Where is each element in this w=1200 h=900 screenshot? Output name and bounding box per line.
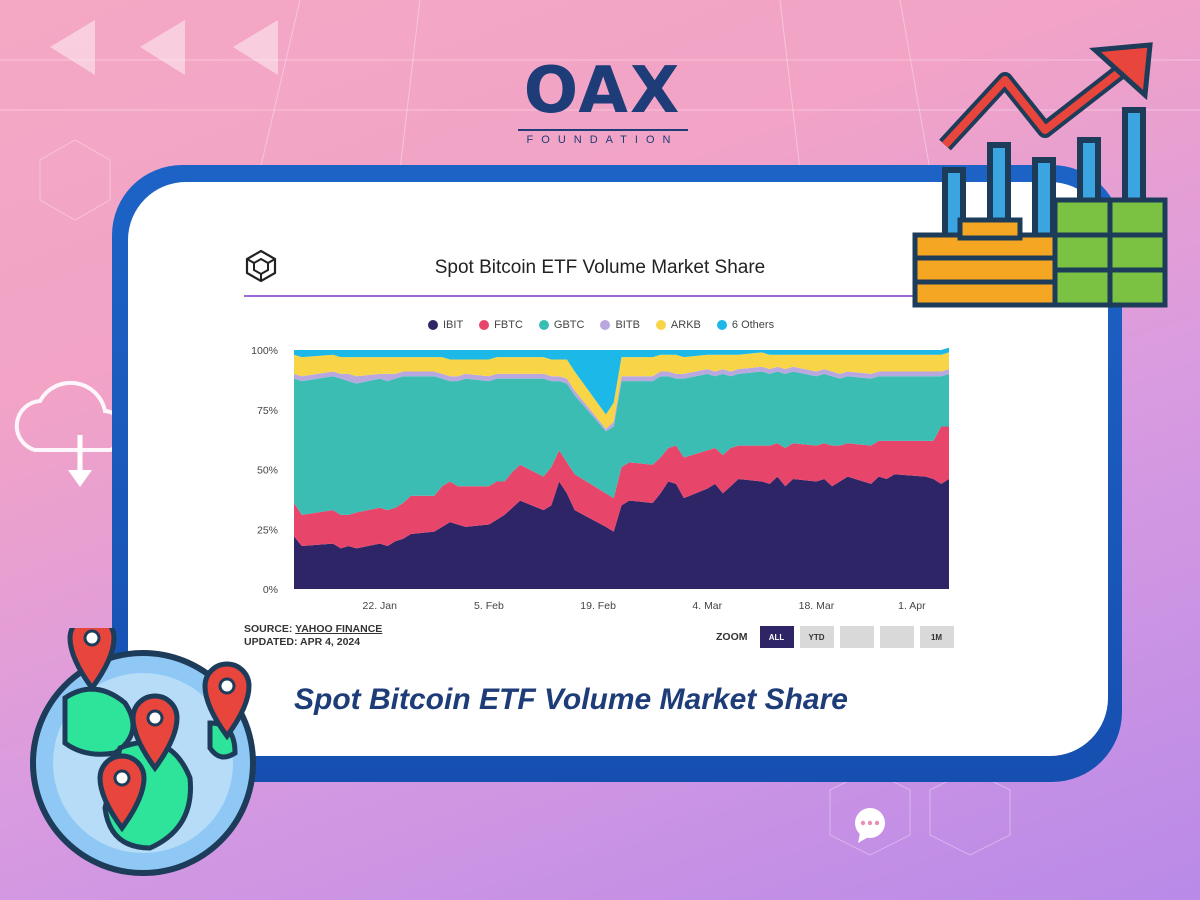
chat-bubble-icon xyxy=(855,808,885,843)
chart-title: Spot Bitcoin ETF Volume Market Share xyxy=(434,257,766,278)
source-link[interactable]: YAHOO FINANCE xyxy=(295,623,383,635)
card-caption: Spot Bitcoin ETF Volume Market Share xyxy=(294,683,848,716)
legend-swatch xyxy=(655,320,666,330)
y-tick-label: 50% xyxy=(257,465,278,477)
legend-label: IBIT xyxy=(443,319,464,331)
source-note: SOURCE: YAHOO FINANCE UPDATED: APR 4, 20… xyxy=(244,623,382,649)
y-tick-label: 25% xyxy=(257,524,278,536)
legend-item[interactable]: ARKB xyxy=(655,317,701,333)
title-divider xyxy=(244,295,944,297)
y-tick-label: 100% xyxy=(251,345,278,357)
y-tick-label: 75% xyxy=(257,405,278,417)
cloud-download-icon xyxy=(14,380,120,487)
x-tick-label: 19. Feb xyxy=(580,600,616,612)
zoom-label: ZOOM xyxy=(716,631,748,643)
legend-swatch xyxy=(479,320,490,330)
zoom-controls: ZOOM ALL YTD 1M xyxy=(716,626,954,648)
stacked-area-plot: 100% 75% 50% 25% 0% 22. Jan 5. Feb 19. Feb 4. Ma… xyxy=(251,345,949,612)
y-tick-label: 0% xyxy=(263,584,278,596)
zoom-ytd-button[interactable]: YTD xyxy=(799,626,834,648)
cube-logo-icon xyxy=(245,249,277,283)
area-series-fbtc[interactable] xyxy=(294,426,949,549)
x-tick-label: 4. Mar xyxy=(692,600,722,612)
legend-item[interactable]: GBTC xyxy=(538,317,585,333)
updated-date: UPDATED: APR 4, 2024 xyxy=(244,636,361,648)
area-series-6-others[interactable] xyxy=(294,347,949,415)
legend-item[interactable]: IBIT xyxy=(428,317,463,333)
legend-label: 6 Others xyxy=(731,319,775,331)
zoom-1m-button[interactable]: 1M xyxy=(919,626,954,648)
oax-foundation-logo: OAX FOUNDATION xyxy=(510,58,695,153)
rewind-arrows-icon xyxy=(50,20,278,75)
legend-swatch xyxy=(600,320,611,330)
legend-swatch xyxy=(538,320,549,330)
zoom-blank-button[interactable] xyxy=(879,626,914,648)
logo-wordmark: OAX xyxy=(523,54,682,128)
logo-subtitle: FOUNDATION xyxy=(526,134,679,146)
x-tick-label: 5. Feb xyxy=(474,600,504,612)
legend-label: GBTC xyxy=(553,319,585,331)
legend-label: ARKB xyxy=(670,319,701,331)
zoom-all-button[interactable]: ALL xyxy=(759,626,794,648)
x-tick-label: 1. Apr xyxy=(898,600,926,612)
legend-item[interactable]: BITB xyxy=(600,317,640,333)
chart-legend: IBIT FBTC GBTC BITB ARKB 6 Others xyxy=(428,317,774,333)
area-series-bitb[interactable] xyxy=(294,366,949,432)
area-series-gbtc[interactable] xyxy=(294,371,949,515)
area-series-ibit[interactable] xyxy=(294,474,949,589)
legend-item[interactable]: 6 Others xyxy=(716,317,775,333)
chart-panel: Spot Bitcoin ETF Volume Market Share IBI… xyxy=(240,240,960,660)
zoom-blank-button[interactable] xyxy=(839,626,874,648)
legend-swatch xyxy=(716,320,727,330)
growth-chart-money-icon xyxy=(912,42,1168,308)
legend-swatch xyxy=(428,320,438,330)
logo-divider xyxy=(518,129,688,131)
x-tick-label: 18. Mar xyxy=(799,600,835,612)
legend-label: BITB xyxy=(615,319,640,331)
x-tick-label: 22. Jan xyxy=(363,600,398,612)
area-series-arkb[interactable] xyxy=(294,352,949,429)
source-prefix: SOURCE: xyxy=(244,623,296,635)
legend-label: FBTC xyxy=(494,319,523,331)
legend-item[interactable]: FBTC xyxy=(479,317,523,333)
globe-location-pins-icon xyxy=(30,628,256,876)
